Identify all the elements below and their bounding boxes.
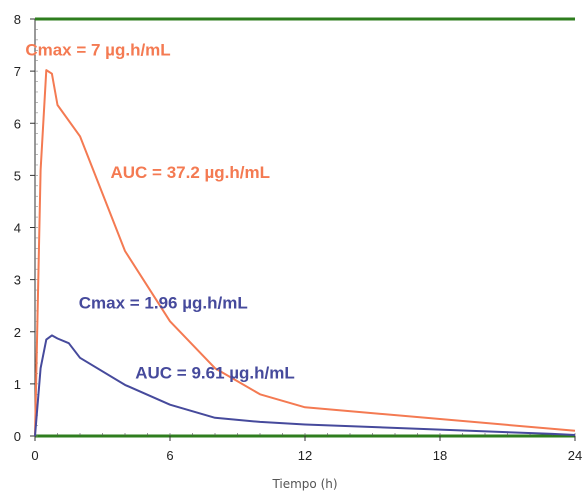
y-tick-label: 6	[14, 116, 21, 131]
y-tick-label: 3	[14, 273, 21, 288]
y-tick-label: 5	[14, 168, 21, 183]
x-tick-label: 18	[433, 448, 447, 463]
y-tick-label: 2	[14, 325, 21, 340]
series-line-2	[34, 334, 576, 437]
y-tick-label: 4	[14, 221, 21, 236]
annotation-label: Cmax = 1.96 µg.h/mL	[79, 293, 248, 312]
x-tick-label: 6	[166, 448, 173, 463]
series-line-1	[34, 69, 576, 437]
series-lines	[34, 69, 576, 437]
annotation-label: AUC = 37.2 µg.h/mL	[110, 163, 270, 182]
y-tick-label: 0	[14, 429, 21, 444]
annotation-label: Cmax = 7 µg.h/mL	[25, 40, 170, 59]
x-tick-label: 0	[31, 448, 38, 463]
x-tick-label: 24	[568, 448, 582, 463]
y-tick-label: 8	[14, 12, 21, 27]
annotations: Cmax = 7 µg.h/mL AUC = 37.2 µg.h/mL Cmax =…	[25, 40, 294, 382]
y-tick-label: 7	[14, 64, 21, 79]
annotation-label: AUC = 9.61 µg.h/mL	[135, 364, 295, 383]
x-tick-label: 12	[298, 448, 312, 463]
y-tick-label: 1	[14, 377, 21, 392]
x-axis-label: Tiempo (h)	[271, 477, 337, 491]
